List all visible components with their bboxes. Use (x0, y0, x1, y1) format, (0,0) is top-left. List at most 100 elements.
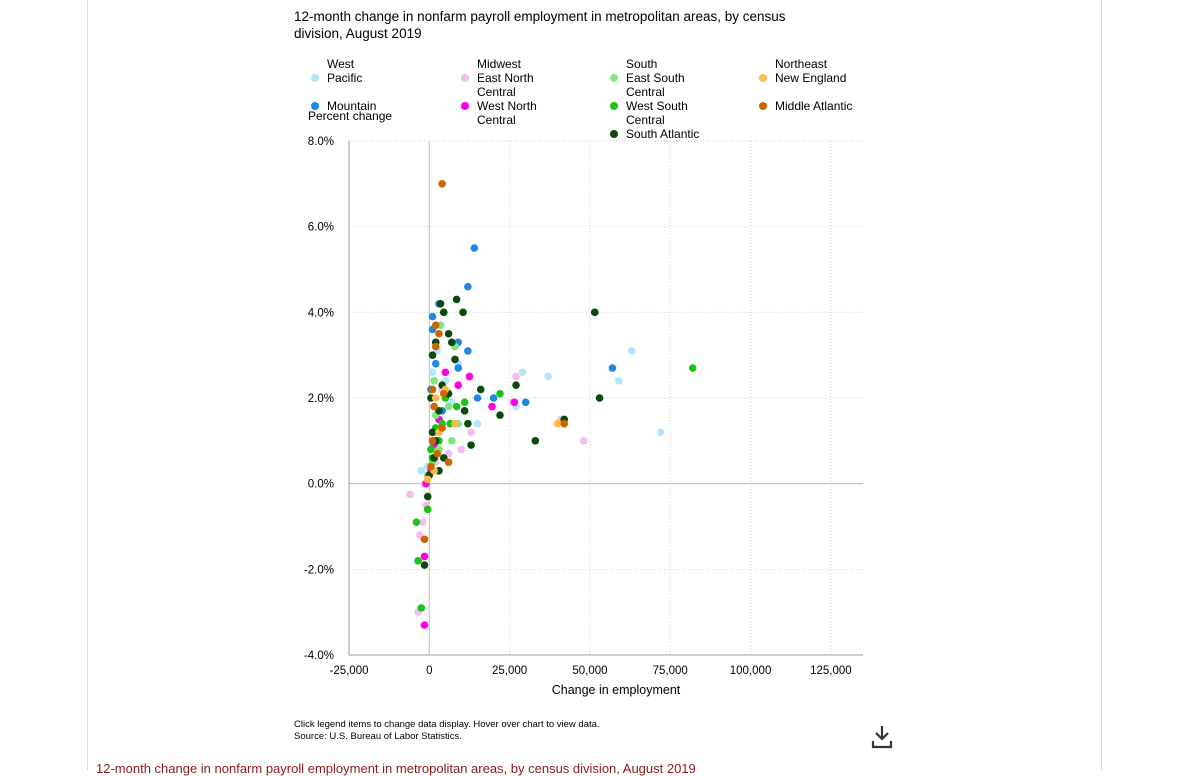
data-point-mountain (464, 282, 472, 291)
legend-item-west-north-central[interactable]: West North Central (444, 99, 559, 127)
table-caption: 12-month change in nonfarm payroll emplo… (96, 761, 696, 776)
page-frame-left (87, 0, 88, 770)
legend-dot (759, 74, 767, 82)
data-point-middle-atlantic (560, 419, 569, 428)
data-point-pacific (473, 419, 482, 428)
legend-dot (461, 102, 469, 110)
legend-group-title: West (327, 57, 355, 71)
y-tick-label: 4.0% (308, 307, 334, 319)
x-tick-label: 0 (426, 665, 432, 677)
data-point-middle-atlantic (428, 437, 437, 445)
x-tick-label: 125,000 (810, 665, 852, 677)
data-point-mountain (428, 312, 437, 321)
data-point-south-atlantic (467, 441, 475, 449)
data-point-middle-atlantic (428, 385, 437, 394)
legend-label: Middle Atlantic (775, 99, 853, 113)
data-point-south-atlantic (531, 437, 540, 445)
chart-title: 12-month change in nonfarm payroll emplo… (294, 9, 786, 41)
legend-group-title: Northeast (775, 57, 828, 71)
legend-dot (610, 130, 618, 138)
data-point-west-north-central (488, 402, 496, 411)
legend-label: New England (775, 71, 847, 85)
legend-item-south-atlantic[interactable]: South Atlantic (593, 127, 708, 141)
y-tick-label: 0.0% (308, 479, 334, 491)
x-tick-label: 75,000 (653, 665, 688, 677)
legend-item-new-england[interactable]: New England (742, 71, 892, 85)
x-tick-label: 50,000 (572, 665, 607, 677)
data-point-middle-atlantic (430, 402, 438, 411)
data-point-pacific (428, 368, 437, 377)
data-point-west-north-central (510, 398, 519, 407)
data-point-pacific (417, 467, 426, 475)
legend-label: West North Central (477, 99, 537, 127)
data-point-south-atlantic (439, 308, 448, 317)
legend-item-west-south-central[interactable]: West South Central (593, 99, 708, 127)
data-point-south-atlantic (459, 308, 467, 317)
legend-label: East South Central (626, 71, 685, 99)
data-point-west-north-central (441, 368, 450, 377)
x-tick-label: 25,000 (492, 665, 527, 677)
legend-item-mountain[interactable]: Mountain (294, 99, 444, 113)
legend-dot (461, 74, 469, 82)
data-point-west-north-central (420, 552, 429, 561)
data-point-middle-atlantic (439, 389, 448, 398)
legend-label: East North Central (477, 71, 534, 99)
x-tick-label: 100,000 (730, 665, 772, 677)
data-point-middle-atlantic (420, 535, 429, 544)
data-point-south-atlantic (590, 308, 599, 317)
data-point-east-north-central (512, 372, 520, 381)
legend-label: West South Central (626, 99, 688, 127)
data-point-west-north-central (465, 372, 474, 381)
data-point-east-north-central (419, 518, 427, 527)
legend-label: South Atlantic (626, 127, 700, 141)
legend-group-south: South East South Central West South Cent… (593, 57, 708, 141)
data-point-west-south-central (452, 402, 461, 411)
legend-item-middle-atlantic[interactable]: Middle Atlantic (742, 99, 892, 113)
data-point-south-atlantic (451, 355, 459, 364)
y-tick-label: 8.0% (308, 136, 334, 148)
data-point-south-atlantic (444, 329, 453, 338)
data-point-mountain (473, 394, 482, 402)
data-point-west-south-central (412, 518, 421, 527)
legend-item-pacific[interactable]: Pacific (294, 71, 444, 85)
legend-group-midwest: Midwest East North Central West North Ce… (444, 57, 559, 127)
data-point-south-atlantic (512, 381, 520, 389)
legend-dot (759, 102, 767, 110)
data-point-west-south-central (496, 389, 504, 398)
data-point-mountain (470, 244, 479, 252)
data-point-south-atlantic (595, 394, 604, 402)
y-tick-label: 2.0% (308, 393, 334, 405)
data-point-pacific (615, 377, 623, 385)
data-point-middle-atlantic (433, 449, 442, 458)
data-point-west-south-central (688, 364, 697, 372)
legend-group-title: Midwest (477, 57, 522, 71)
data-point-south-atlantic (464, 419, 472, 428)
x-axis-title: Change in employment (552, 683, 681, 697)
data-point-south-atlantic (476, 385, 485, 394)
data-point-south-atlantic (428, 351, 437, 359)
data-point-east-north-central (406, 490, 414, 499)
legend-group-west: West Pacific Mountain (294, 57, 444, 113)
data-point-east-north-central (579, 437, 588, 445)
y-tick-label: 6.0% (308, 222, 334, 234)
y-tick-label: -2.0% (304, 564, 334, 576)
legend-dot (311, 74, 319, 82)
legend-item-east-south-central[interactable]: East South Central (593, 71, 708, 99)
data-point-south-atlantic (428, 428, 437, 437)
data-point-mountain (431, 359, 440, 368)
download-icon[interactable] (870, 724, 894, 750)
legend-item-east-north-central[interactable]: East North Central (444, 71, 559, 99)
x-tick-label: -25,000 (329, 665, 368, 677)
data-point-pacific (518, 368, 527, 377)
data-point-west-south-central (414, 556, 422, 565)
data-point-mountain (521, 398, 530, 407)
data-point-pacific (656, 428, 665, 437)
legend-group-northeast: Northeast New England Middle Atlantic (742, 57, 892, 113)
data-point-middle-atlantic (427, 462, 435, 471)
legend-dot (610, 102, 618, 110)
data-point-west-north-central (420, 621, 429, 629)
data-point-east-south-central (444, 402, 453, 411)
data-point-middle-atlantic (438, 424, 446, 432)
data-point-middle-atlantic (431, 342, 440, 351)
